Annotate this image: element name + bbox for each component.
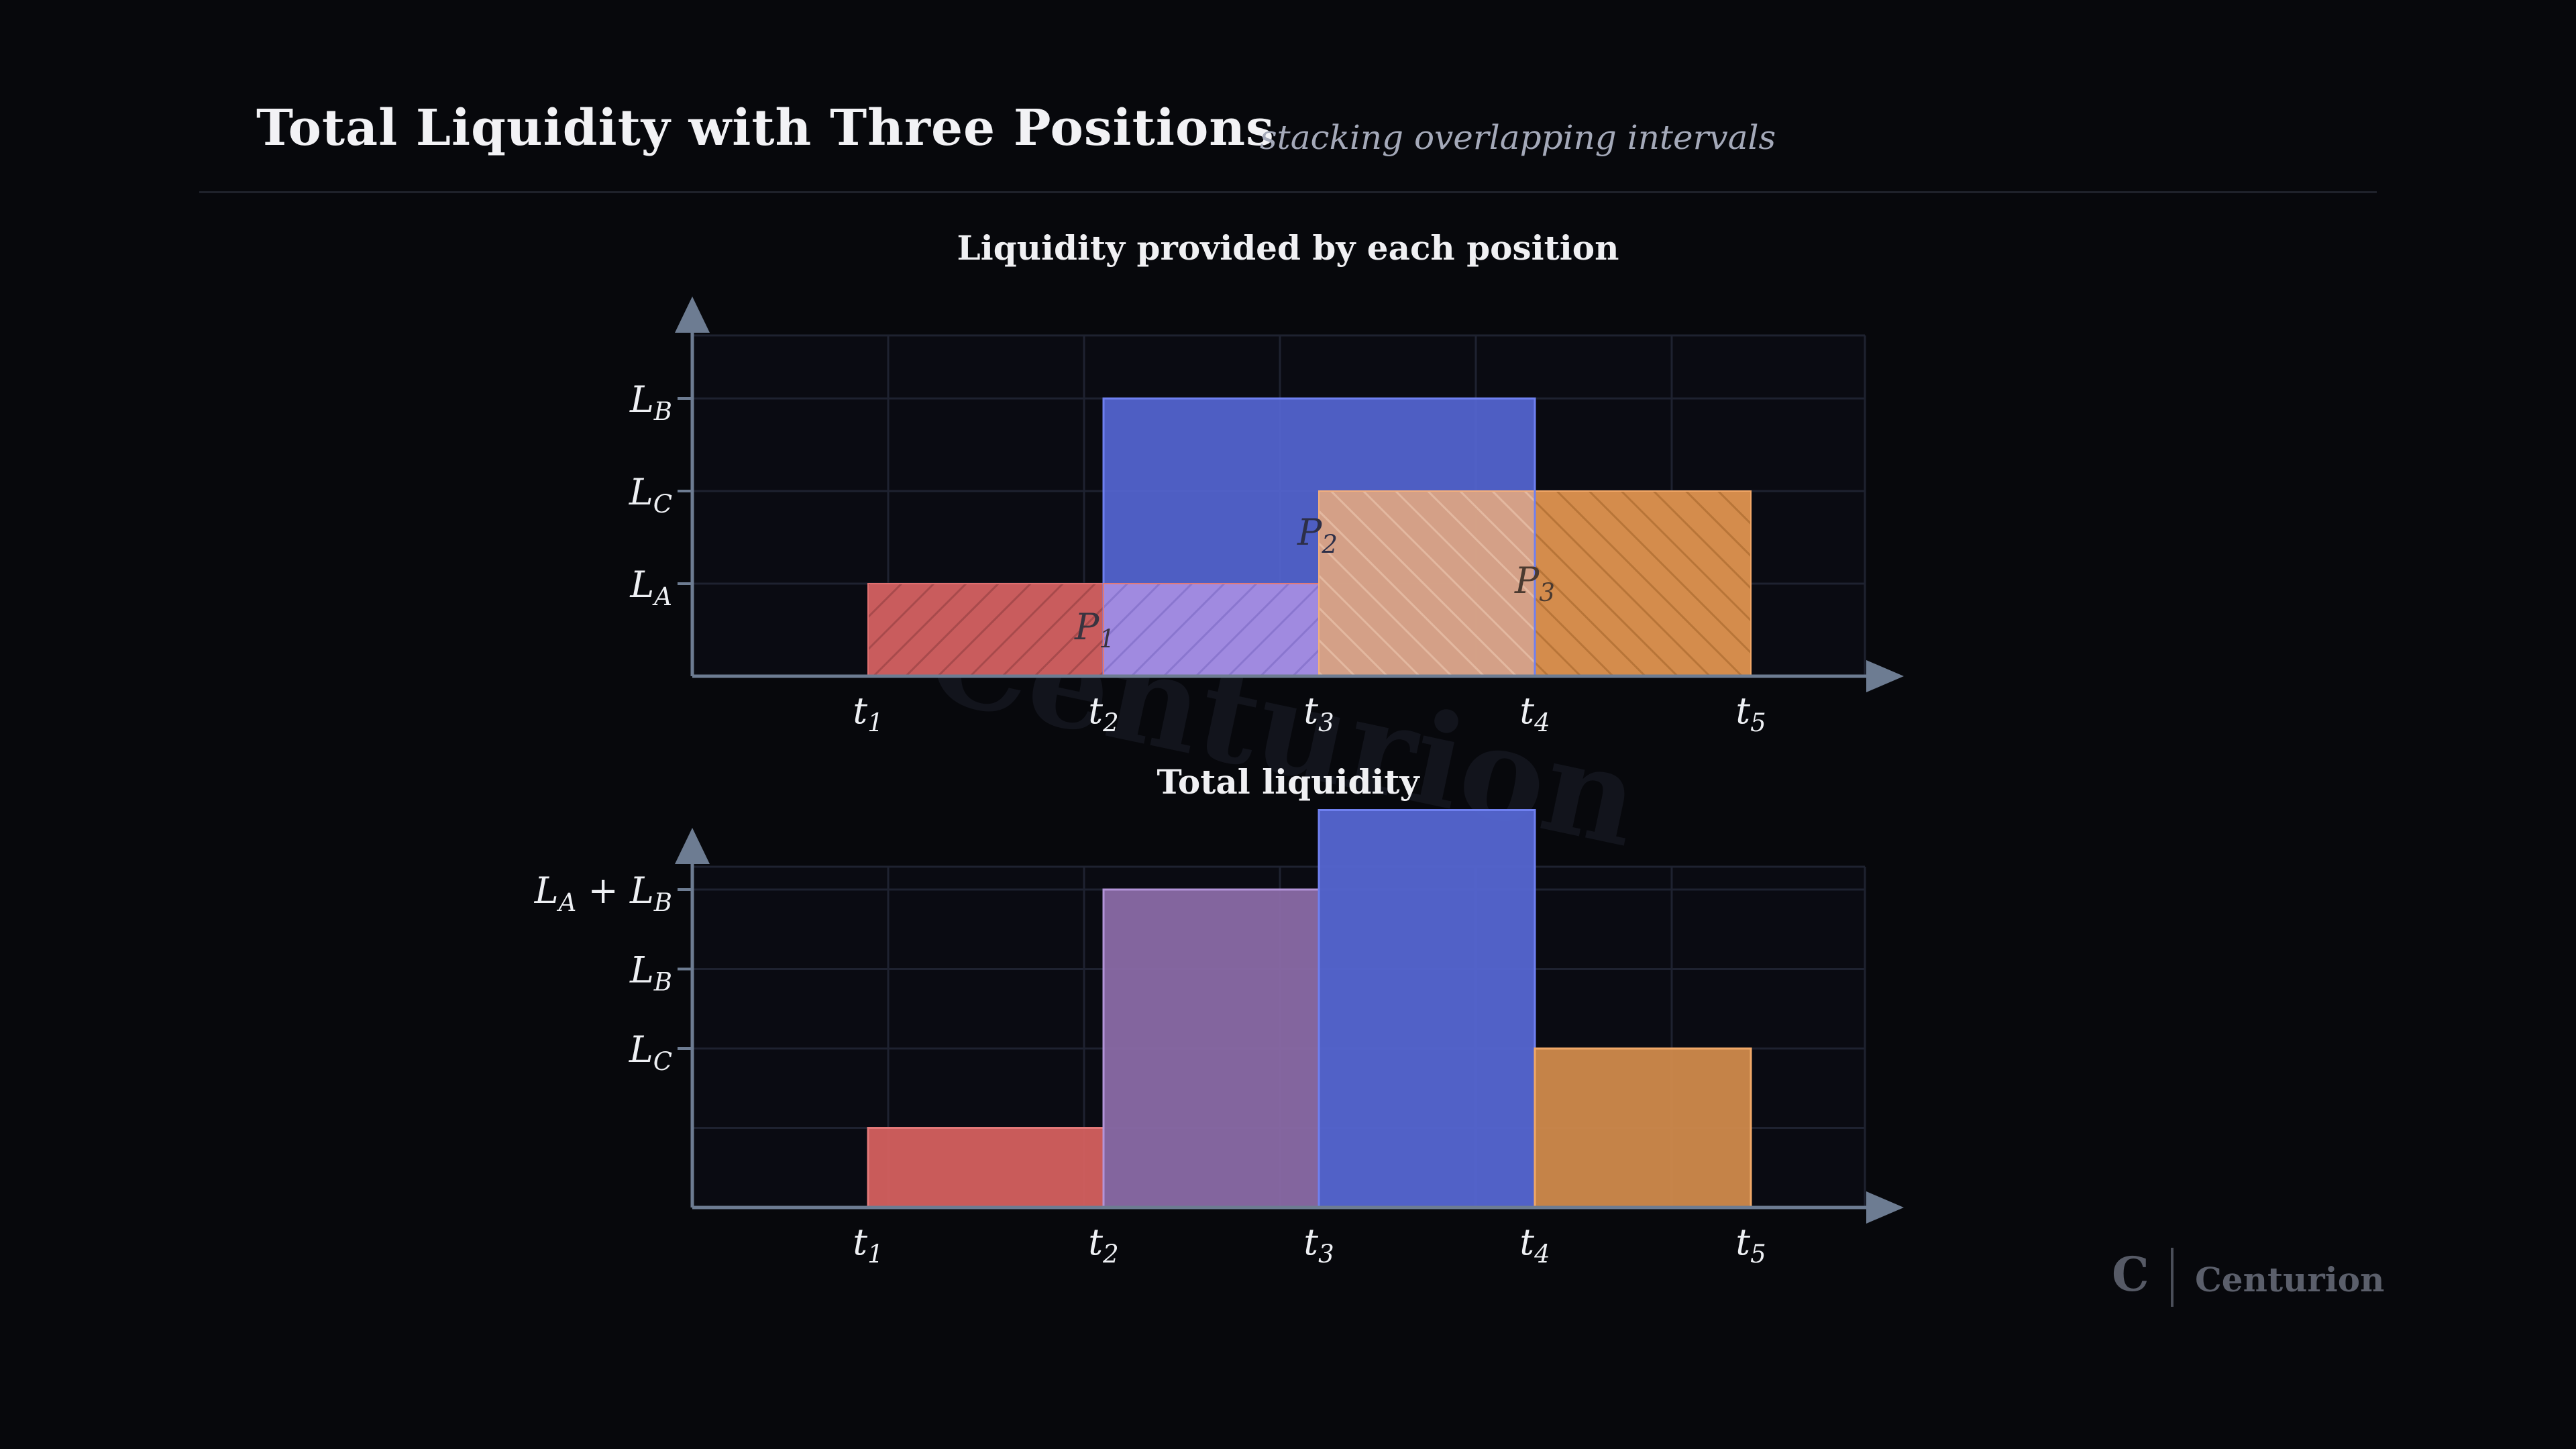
c1-x-tick-label: t3​: [1303, 690, 1334, 737]
position-p3-label: P3​: [1514, 559, 1555, 607]
total-liquidity-bar: [1318, 809, 1536, 1209]
position-p3-bar: [1534, 490, 1752, 677]
page-subtitle: stacking overlapping intervals: [1260, 118, 1776, 157]
chart-total-title: Total liquidity: [1157, 762, 1420, 802]
header-divider: [199, 191, 2377, 193]
total-liquidity-bar: [867, 1127, 1105, 1209]
c1-y-tick-label: LA​: [629, 564, 672, 611]
c1-y-arrow-icon: [675, 297, 710, 333]
c2-y-arrow-icon: [675, 828, 710, 864]
position-p1-label: P1​: [1074, 606, 1115, 653]
c1-x-tick-label: t5​: [1735, 690, 1766, 737]
logo-mark: C: [2112, 1246, 2149, 1302]
position-p2-label: P2​: [1297, 511, 1338, 559]
c1-x-arrow-icon: [1866, 660, 1904, 692]
logo-divider: [2171, 1248, 2174, 1307]
total-liquidity-bar: [1102, 888, 1320, 1209]
chart-positions: Liquidity provided by each position P1​ P…: [629, 228, 1904, 737]
c2-x-arrow-icon: [1866, 1191, 1904, 1224]
position-p1-bar: [867, 583, 1104, 677]
c2-y-tick-label: LB​: [629, 949, 672, 997]
c2-x-tick-label: t2​: [1088, 1221, 1118, 1269]
c1-x-tick-label: t4​: [1519, 690, 1550, 737]
page-title: Total Liquidity with Three Positions: [256, 99, 1275, 157]
logo-name: Centurion: [2195, 1260, 2385, 1299]
c2-x-tick-label: t5​: [1735, 1221, 1766, 1269]
overlap-p2-p3: [1318, 490, 1536, 677]
c2-x-tick-label: t1​: [853, 1221, 883, 1269]
overlap-p1-p2: [1103, 583, 1320, 677]
c1-x-tick-label: t2​: [1088, 690, 1118, 737]
c1-x-tick-label: t1​: [853, 690, 883, 737]
c2-x-tick-label: t3​: [1303, 1221, 1334, 1269]
chart-total: Total liquidity t1​ t2​ t3​ t4​ t5​ LC​ LB​ LA​…: [534, 762, 1904, 1269]
c2-y-tick-label: LC​: [629, 1028, 672, 1076]
total-liquidity-bar: [1534, 1047, 1752, 1209]
c2-x-tick-label: t4​: [1519, 1221, 1550, 1269]
chart-positions-title: Liquidity provided by each position: [957, 228, 1619, 268]
c1-y-tick-label: LB​: [629, 378, 672, 426]
c1-y-tick-label: LC​: [629, 471, 672, 519]
c2-y-tick-label: LA​ + LB​: [534, 869, 672, 917]
